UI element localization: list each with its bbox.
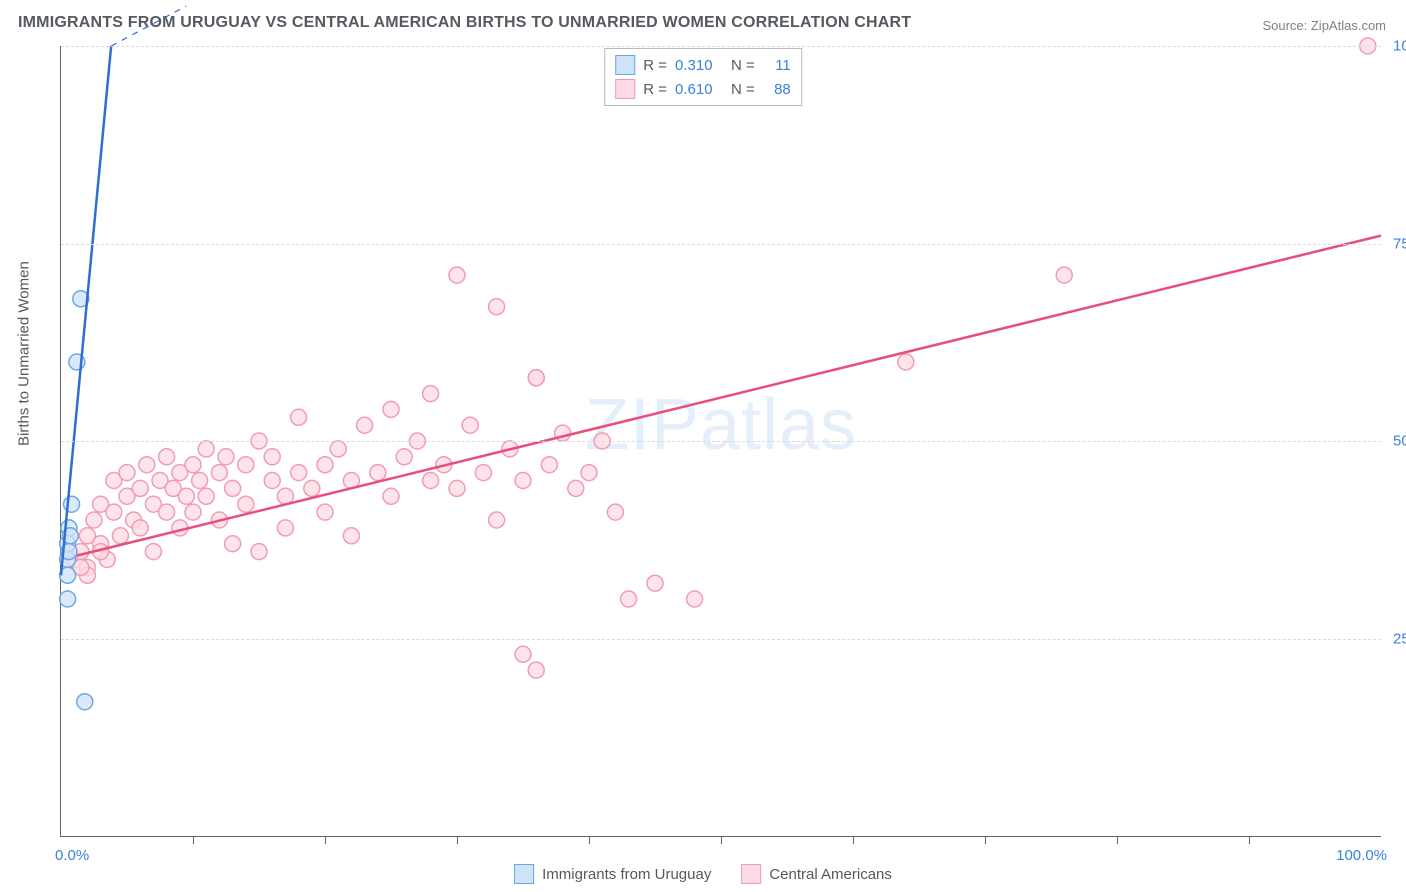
legend-label-pink: Central Americans: [769, 866, 892, 883]
swatch-pink: [741, 864, 761, 884]
x-tick: [457, 836, 458, 844]
gridline: [61, 639, 1381, 640]
y-tick-label: 25.0%: [1385, 630, 1406, 647]
legend-correlation: R = 0.310 N = 11 R = 0.610 N = 88: [604, 48, 802, 106]
legend-row-pink: R = 0.610 N = 88: [615, 77, 791, 101]
legend-item-pink: Central Americans: [741, 864, 892, 884]
n-value-blue: 11: [763, 57, 791, 74]
chart-title: IMMIGRANTS FROM URUGUAY VS CENTRAL AMERI…: [18, 14, 911, 32]
n-label: N =: [731, 81, 755, 98]
y-tick-label: 50.0%: [1385, 433, 1406, 450]
r-value-blue: 0.310: [675, 57, 723, 74]
n-label: N =: [731, 57, 755, 74]
n-value-pink: 88: [763, 81, 791, 98]
legend-label-blue: Immigrants from Uruguay: [542, 866, 711, 883]
plot-area: ZIPatlas 25.0%50.0%75.0%100.0%0.0%100.0%: [60, 46, 1381, 837]
legend-series: Immigrants from Uruguay Central American…: [514, 864, 892, 884]
swatch-blue: [514, 864, 534, 884]
x-tick: [721, 836, 722, 844]
swatch-pink: [615, 79, 635, 99]
y-axis-label: Births to Unmarried Women: [16, 261, 33, 446]
x-tick: [853, 836, 854, 844]
y-tick-label: 100.0%: [1385, 38, 1406, 55]
x-label-right: 100.0%: [1336, 847, 1387, 864]
swatch-blue: [615, 55, 635, 75]
r-label: R =: [643, 57, 667, 74]
y-tick-label: 75.0%: [1385, 235, 1406, 252]
x-tick: [193, 836, 194, 844]
x-tick: [1249, 836, 1250, 844]
chart-source: Source: ZipAtlas.com: [1262, 18, 1386, 33]
gridline: [61, 46, 1381, 47]
x-tick: [325, 836, 326, 844]
r-label: R =: [643, 81, 667, 98]
legend-row-blue: R = 0.310 N = 11: [615, 53, 791, 77]
x-tick: [985, 836, 986, 844]
x-label-left: 0.0%: [55, 847, 89, 864]
x-tick: [1117, 836, 1118, 844]
gridline: [61, 244, 1381, 245]
r-value-pink: 0.610: [675, 81, 723, 98]
gridline: [61, 441, 1381, 442]
legend-item-blue: Immigrants from Uruguay: [514, 864, 711, 884]
x-tick: [589, 836, 590, 844]
